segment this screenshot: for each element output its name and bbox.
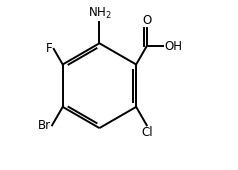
Text: F: F	[46, 42, 53, 55]
Text: NH$_2$: NH$_2$	[88, 6, 111, 21]
Text: Cl: Cl	[141, 126, 153, 139]
Text: O: O	[142, 14, 151, 27]
Text: Br: Br	[38, 119, 51, 132]
Text: OH: OH	[164, 40, 182, 53]
